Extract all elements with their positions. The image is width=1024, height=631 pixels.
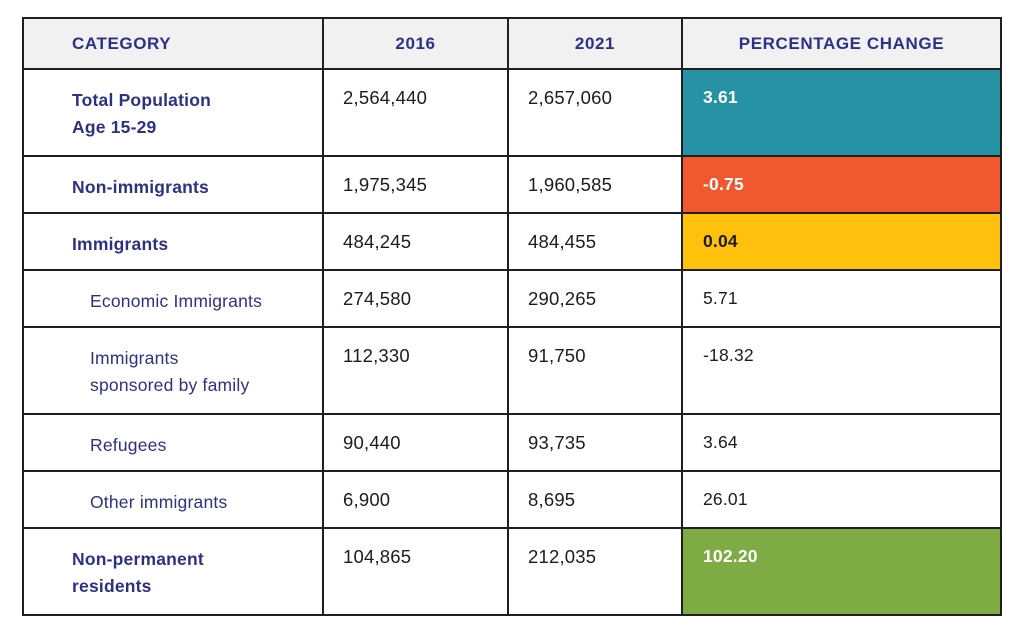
value-2016-cell: 112,330 — [322, 326, 509, 415]
table-row: Non-immigrants 1,975,345 1,960,585 -0.75 — [22, 155, 1002, 214]
value-2016-cell: 2,564,440 — [322, 68, 509, 157]
table-row: Economic Immigrants 274,580 290,265 5.71 — [22, 269, 1002, 328]
pct-change-cell: 5.71 — [681, 269, 1002, 328]
category-cell: Immigrants sponsored by family — [22, 326, 324, 415]
category-cell: Non-immigrants — [22, 155, 324, 214]
table-row: Other immigrants 6,900 8,695 26.01 — [22, 470, 1002, 529]
pct-change-cell: 3.64 — [681, 413, 1002, 472]
value-2016-cell: 6,900 — [322, 470, 509, 529]
value-2021-cell: 2,657,060 — [507, 68, 683, 157]
category-cell: Total Population Age 15-29 — [22, 68, 324, 157]
value-2016-cell: 1,975,345 — [322, 155, 509, 214]
value-2021-cell: 8,695 — [507, 470, 683, 529]
table-row: Immigrants sponsored by family 112,330 9… — [22, 326, 1002, 415]
category-cell: Immigrants — [22, 212, 324, 271]
column-header-2021: 2021 — [507, 17, 683, 70]
table-row: Non-permanent residents 104,865 212,035 … — [22, 527, 1002, 616]
pct-change-cell: -0.75 — [681, 155, 1002, 214]
value-2016-cell: 104,865 — [322, 527, 509, 616]
table-row: Immigrants 484,245 484,455 0.04 — [22, 212, 1002, 271]
population-change-table: CATEGORY 2016 2021 PERCENTAGE CHANGE Tot… — [22, 17, 1002, 616]
value-2021-cell: 93,735 — [507, 413, 683, 472]
value-2021-cell: 212,035 — [507, 527, 683, 616]
pct-change-cell: 26.01 — [681, 470, 1002, 529]
table-row: Total Population Age 15-29 2,564,440 2,6… — [22, 68, 1002, 157]
value-2021-cell: 1,960,585 — [507, 155, 683, 214]
pct-change-cell: 3.61 — [681, 68, 1002, 157]
header-row: CATEGORY 2016 2021 PERCENTAGE CHANGE — [22, 17, 1002, 70]
table-row: Refugees 90,440 93,735 3.64 — [22, 413, 1002, 472]
column-header-category: CATEGORY — [22, 17, 324, 70]
column-header-2016: 2016 — [322, 17, 509, 70]
category-cell: Refugees — [22, 413, 324, 472]
category-cell: Other immigrants — [22, 470, 324, 529]
pct-change-cell: 102.20 — [681, 527, 1002, 616]
value-2016-cell: 274,580 — [322, 269, 509, 328]
category-cell: Economic Immigrants — [22, 269, 324, 328]
value-2021-cell: 484,455 — [507, 212, 683, 271]
column-header-percentage-change: PERCENTAGE CHANGE — [681, 17, 1002, 70]
category-cell: Non-permanent residents — [22, 527, 324, 616]
pct-change-cell: 0.04 — [681, 212, 1002, 271]
pct-change-cell: -18.32 — [681, 326, 1002, 415]
value-2016-cell: 90,440 — [322, 413, 509, 472]
value-2016-cell: 484,245 — [322, 212, 509, 271]
value-2021-cell: 91,750 — [507, 326, 683, 415]
value-2021-cell: 290,265 — [507, 269, 683, 328]
